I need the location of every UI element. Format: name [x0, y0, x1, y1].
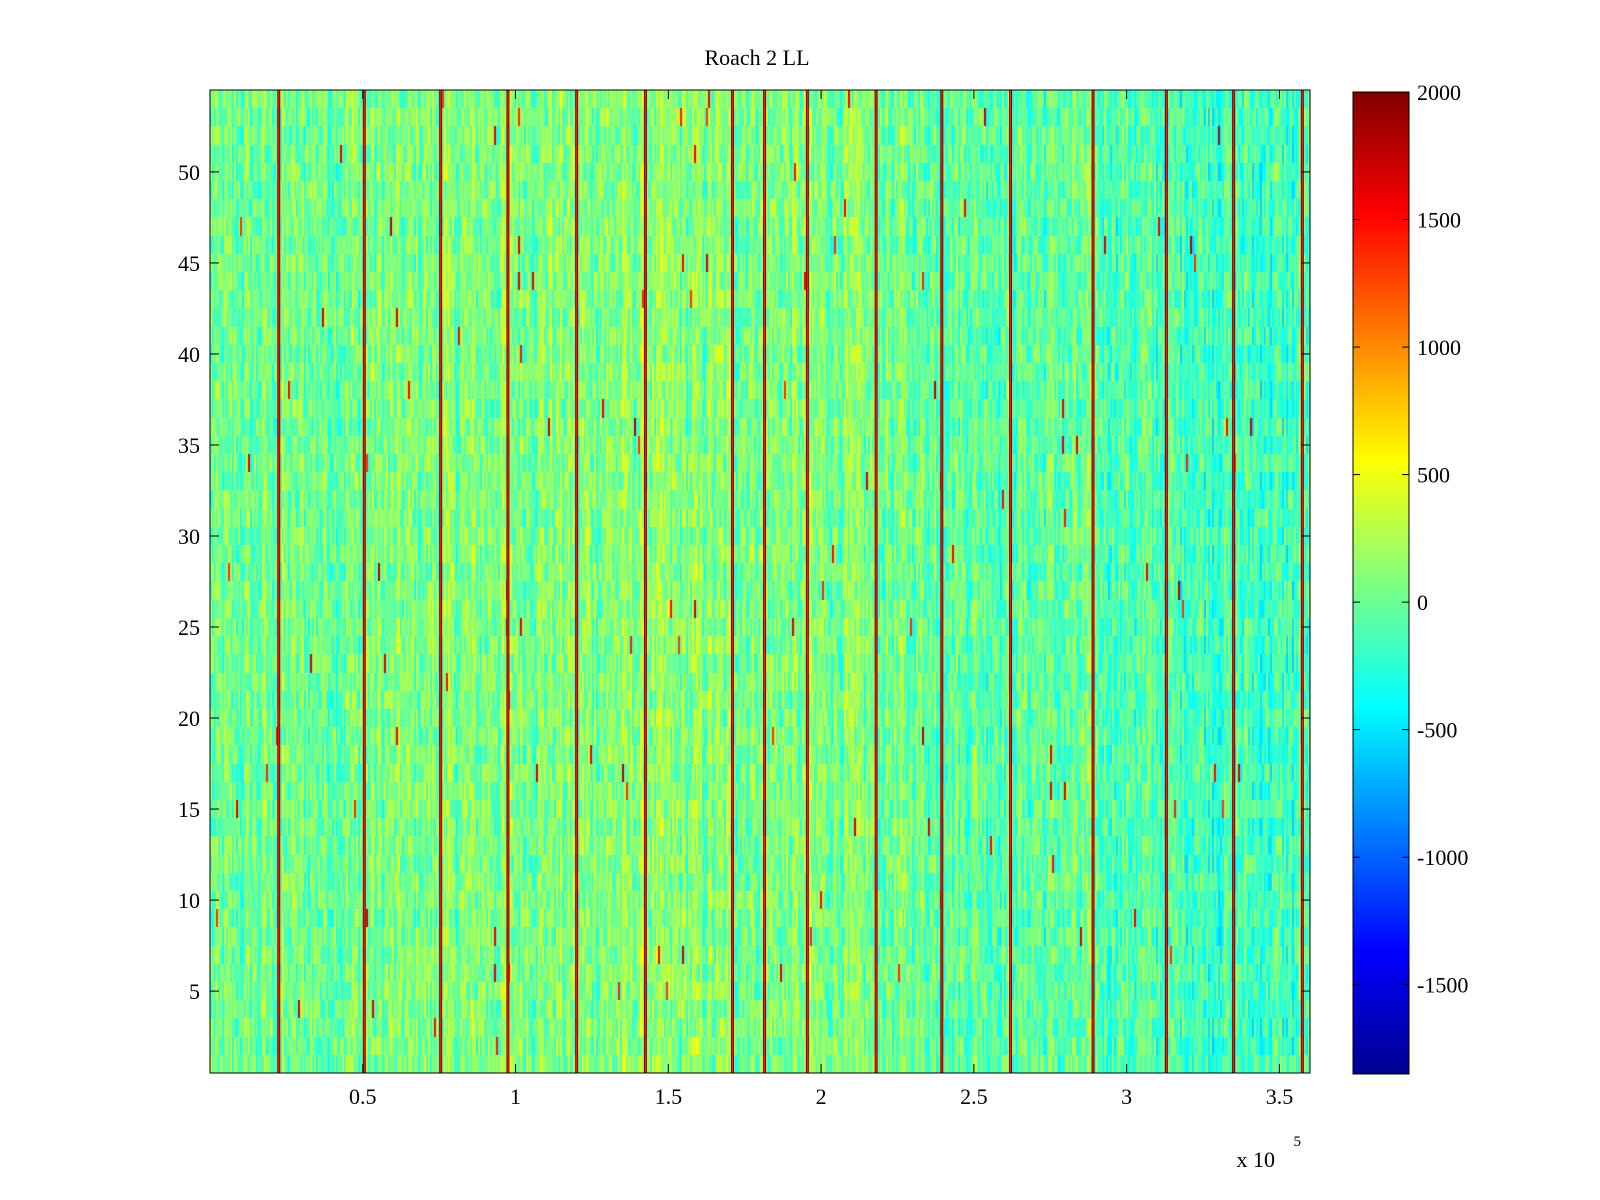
bright-vertical-line-core	[576, 90, 578, 1073]
y-tick-label: 30	[178, 524, 200, 549]
colorbar	[1352, 91, 1410, 1075]
y-tick-label: 50	[178, 160, 200, 185]
y-tick-label: 15	[178, 797, 200, 822]
plot-frame	[209, 89, 1311, 1074]
heatmap-area	[210, 90, 1310, 1073]
bright-vertical-line-core	[875, 90, 877, 1073]
bright-vertical-line-core	[732, 90, 733, 1073]
x-multiplier-exponent: 5	[1294, 1134, 1302, 1150]
colorbar-tick-label: 1000	[1417, 335, 1461, 360]
bright-vertical-line-core	[278, 90, 280, 1073]
x-tick-label: 3.5	[1266, 1084, 1294, 1109]
y-tick-label: 25	[178, 615, 200, 640]
bright-vertical-line-core	[507, 90, 509, 1073]
y-tick-label: 45	[178, 251, 200, 276]
x-tick-label: 1.5	[655, 1084, 683, 1109]
x-tick-label: 1	[510, 1084, 521, 1109]
bright-vertical-line-core	[363, 90, 365, 1073]
y-tick-label: 20	[178, 706, 200, 731]
heatmap-cells	[210, 90, 1310, 1073]
colorbar-tick-label: -500	[1417, 718, 1457, 743]
colorbar-tick-label: 500	[1417, 463, 1450, 488]
x-tick-label: 0.5	[349, 1084, 377, 1109]
colorbar-tick-label: 0	[1417, 590, 1428, 615]
colorbar-ticks: -1500 -1000 -500 0 500 1000 1500 2000	[1353, 80, 1468, 998]
bright-vertical-line-core	[764, 90, 766, 1073]
bright-vertical-line-core	[1301, 90, 1303, 1073]
bright-vertical-line-core	[644, 90, 646, 1073]
x-multiplier-label: x 10	[1237, 1147, 1276, 1172]
x-tick-label: 2	[816, 1084, 827, 1109]
y-tick-label: 10	[178, 888, 200, 913]
bright-vertical-line-core	[941, 90, 943, 1073]
bright-vertical-line-core	[1092, 90, 1094, 1073]
y-tick-label: 40	[178, 342, 200, 367]
bright-vertical-line-core	[806, 90, 808, 1073]
x-axis: 0.5 1 1.5 2 2.5 3 3.5	[349, 90, 1293, 1109]
x-tick-label: 3	[1121, 1084, 1132, 1109]
bright-vertical-line-core	[1010, 90, 1012, 1073]
y-tick-label: 35	[178, 433, 200, 458]
colorbar-tick-label: -1000	[1417, 845, 1468, 870]
bright-vertical-line-core	[1233, 90, 1235, 1073]
colorbar-tick-label: -1500	[1417, 973, 1468, 998]
y-tick-label: 5	[189, 979, 200, 1004]
bright-vertical-line-core	[1165, 90, 1167, 1073]
chart-title: Roach 2 LL	[704, 45, 809, 70]
y-axis: 5 10 15 20 25 30 35 40 45 50	[178, 160, 1310, 1004]
colorbar-tick-label: 2000	[1417, 80, 1461, 105]
x-tick-label: 2.5	[960, 1084, 988, 1109]
bright-vertical-line-core	[440, 90, 442, 1073]
colorbar-tick-label: 1500	[1417, 208, 1461, 233]
